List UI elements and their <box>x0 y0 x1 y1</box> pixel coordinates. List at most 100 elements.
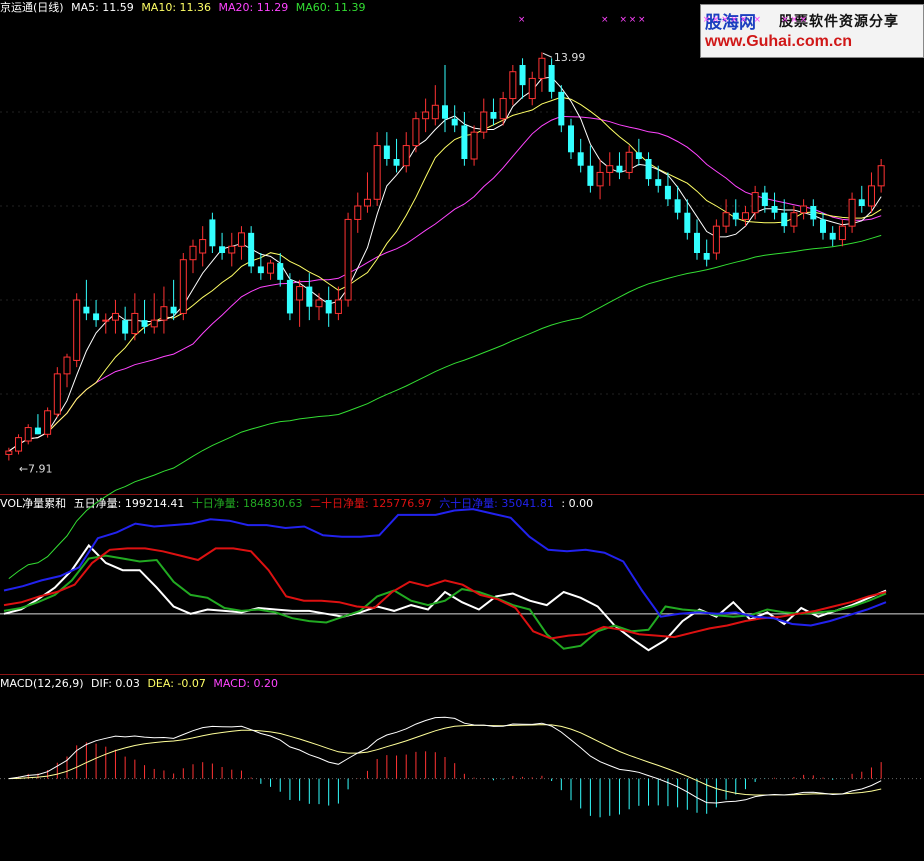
price-panel: 13.99←7.91××××××××××××××××××××× <box>0 15 924 579</box>
vol-series-line <box>3 547 887 640</box>
vol-panel <box>0 508 924 652</box>
candle-body <box>606 165 614 173</box>
signal-marker: × <box>712 15 720 25</box>
vol-series-line <box>3 554 887 650</box>
candle-body <box>93 313 100 321</box>
candle-body <box>199 239 207 254</box>
vol-60day-label: 六十日净量: 35041.81 <box>439 497 554 510</box>
vol-series-line <box>3 508 887 627</box>
candle-body <box>431 104 439 120</box>
candle-body <box>674 199 681 213</box>
candle-body <box>363 198 371 207</box>
candle-body <box>635 152 642 159</box>
candle-body <box>451 118 458 126</box>
candle-body <box>209 219 216 247</box>
price-panel-title: 京运通(日线) <box>0 1 64 14</box>
candle-body <box>781 212 788 227</box>
site-logo: 股海网 股票软件资源分享 www.Guhai.com.cn <box>700 4 924 58</box>
signal-marker: × <box>619 15 627 25</box>
candle-body <box>131 312 139 335</box>
high-price-pointer <box>542 52 553 58</box>
candle-body <box>354 205 362 220</box>
price-panel-header: 京运通(日线) MA5: 11.59 MA10: 11.36 MA20: 11.… <box>0 1 369 15</box>
macd-dea-line <box>8 724 882 796</box>
candle-body <box>751 192 759 214</box>
candle-body <box>315 299 323 308</box>
candle-body <box>877 165 885 187</box>
candle-body <box>548 65 555 92</box>
candle-body <box>179 259 187 314</box>
candle-body <box>344 218 352 301</box>
vol-panel-title: VOL净量累和 <box>0 497 67 510</box>
candle-body <box>790 212 798 227</box>
candle-body <box>732 212 739 220</box>
ma20-line <box>8 115 882 452</box>
candle-body <box>441 105 449 119</box>
signal-marker: × <box>800 15 808 25</box>
candle-body <box>141 320 148 327</box>
candle-body <box>810 206 817 220</box>
ma5-label: MA5: 11.59 <box>71 1 134 14</box>
candle-body <box>587 165 594 186</box>
signal-marker: × <box>753 15 761 25</box>
candle-body <box>402 145 410 167</box>
signal-marker: × <box>730 15 738 25</box>
candle-body <box>189 245 197 261</box>
vol-20day-label: 二十日净量: 125776.97 <box>310 497 432 510</box>
candle-body <box>703 253 710 260</box>
candle-body <box>373 145 381 200</box>
candle-body <box>111 312 119 321</box>
macd-dif-line <box>8 716 882 804</box>
ma60-line <box>8 234 882 579</box>
candle-body <box>509 71 517 100</box>
candle-body <box>741 212 749 220</box>
candle-body <box>422 111 430 120</box>
candle-body <box>5 450 13 455</box>
vol-10day-label: 十日净量: 184830.63 <box>191 497 303 510</box>
candle-body <box>625 151 633 173</box>
candle-body <box>771 206 778 213</box>
candle-body <box>306 286 313 307</box>
candle-body <box>480 111 488 133</box>
candle-body <box>461 125 468 159</box>
macd-dea-label: DEA: -0.07 <box>147 677 206 690</box>
candle-body <box>24 427 32 442</box>
candle-body <box>83 306 90 314</box>
candle-body <box>838 225 846 241</box>
candle-body <box>722 212 730 227</box>
candle-body <box>102 319 110 322</box>
candle-body <box>286 279 293 314</box>
macd-panel-title: MACD(12,26,9) <box>0 677 84 690</box>
macd-panel <box>0 716 924 818</box>
macd-panel-header: MACD(12,26,9) DIF: 0.03 DEA: -0.07 MACD:… <box>0 677 282 691</box>
candle-body <box>34 427 41 435</box>
signal-marker: × <box>703 15 711 25</box>
candle-body <box>519 65 526 86</box>
candle-body <box>616 165 623 173</box>
signal-marker: × <box>740 15 748 25</box>
candle-body <box>577 152 584 166</box>
candle-body <box>73 299 81 361</box>
candle-body <box>567 125 575 153</box>
candle-body <box>393 159 400 166</box>
candle-body <box>596 171 604 187</box>
low-price-label: ←7.91 <box>19 462 53 475</box>
candle-body <box>655 179 662 186</box>
ma20-label: MA20: 11.29 <box>218 1 289 14</box>
candle-body <box>664 185 671 200</box>
vol-series-line <box>3 543 887 652</box>
candle-body <box>334 299 342 314</box>
signal-marker: × <box>721 15 729 25</box>
signal-marker: × <box>629 15 637 25</box>
vol-zero-label: : 0.00 <box>561 497 594 510</box>
candle-body <box>219 246 226 253</box>
candle-body <box>412 118 420 147</box>
ma5-line <box>8 76 882 452</box>
signal-marker: × <box>518 15 526 25</box>
candle-body <box>122 320 129 334</box>
candle-body <box>645 159 652 180</box>
candle-body <box>712 225 720 254</box>
candle-body <box>528 77 536 100</box>
